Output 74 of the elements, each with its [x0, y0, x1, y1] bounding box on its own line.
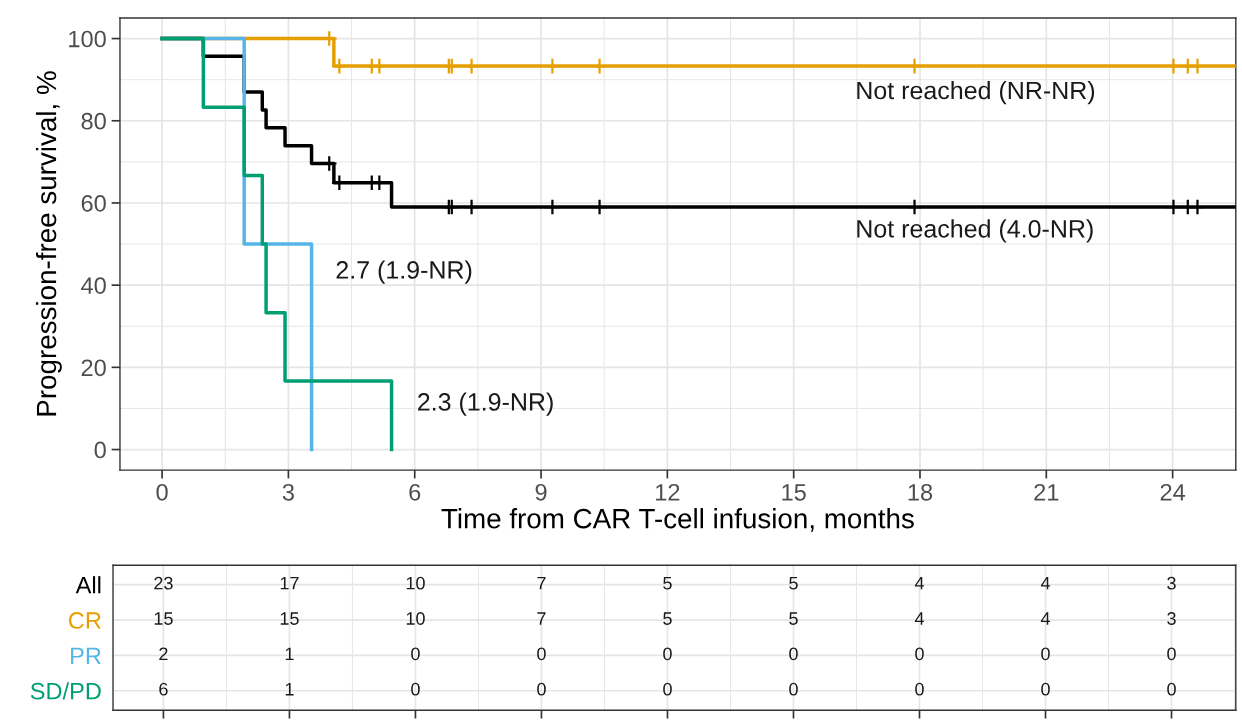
data-label: 0 — [663, 647, 672, 661]
y-axis-title: Progression-free survival, % — [35, 71, 62, 416]
annotation: Not reached (4.0-NR) — [857, 219, 1093, 243]
data-label: 5 — [663, 576, 672, 590]
data-label: 15 — [154, 612, 173, 625]
data-label: 4 — [914, 612, 924, 625]
x-axis-title: Time from CAR T-cell infusion, months — [441, 508, 914, 532]
x-tick-label: 12 — [656, 483, 680, 501]
data-label: 0 — [1041, 647, 1050, 661]
y-tick-label: 20 — [81, 359, 106, 377]
data-label: 0 — [915, 647, 924, 661]
data-label: 0 — [663, 682, 672, 696]
data-label: 0 — [1167, 682, 1176, 696]
data-label: 4 — [1040, 612, 1050, 625]
x-tick-label: 18 — [908, 483, 933, 501]
data-label: 3 — [1167, 576, 1176, 590]
x-tick-label: 21 — [1034, 483, 1059, 501]
data-label: 5 — [789, 576, 798, 590]
data-label: 23 — [154, 576, 173, 590]
data-label: 7 — [537, 576, 546, 590]
data-label: 6 — [159, 682, 168, 696]
point — [330, 57, 348, 75]
data-label: 0 — [537, 682, 546, 696]
data-label: 10 — [406, 612, 425, 625]
data-label: 0 — [915, 682, 924, 696]
point — [1165, 57, 1182, 75]
x-tick-label: 0 — [156, 483, 168, 501]
data-label: 0 — [411, 682, 420, 696]
data-label: 17 — [280, 576, 299, 590]
data-label: 0 — [789, 647, 798, 661]
x-tick-label: 6 — [409, 483, 421, 501]
point — [591, 198, 608, 216]
point — [544, 57, 561, 75]
data-label: 0 — [537, 647, 546, 661]
y-tick-label: All — [75, 576, 101, 594]
data-label: 3 — [1167, 612, 1176, 625]
data-label: 0 — [1041, 682, 1050, 696]
point — [591, 57, 608, 75]
point — [463, 57, 480, 75]
data-label: 2 — [159, 647, 168, 661]
point — [544, 198, 561, 216]
data-label: 0 — [411, 647, 420, 661]
data-label: 10 — [406, 576, 425, 590]
x-tick-label: 15 — [782, 484, 806, 501]
point — [906, 198, 923, 216]
y-tick-label: 80 — [81, 112, 106, 130]
data-label: 15 — [280, 612, 299, 625]
point — [1165, 198, 1182, 216]
data-label: 1 — [285, 682, 294, 696]
y-tick-label: 60 — [81, 195, 106, 212]
y-tick-label: 40 — [81, 277, 106, 294]
point — [463, 198, 480, 216]
annotation: Not reached (NR-NR) — [857, 80, 1095, 105]
point — [1189, 198, 1206, 216]
y-tick-label: 100 — [69, 30, 106, 48]
y-tick-label: SD/PD — [30, 682, 101, 700]
point — [906, 57, 923, 75]
x-tick-label: 24 — [1160, 483, 1186, 501]
data-label: 1 — [285, 647, 294, 661]
data-label: 4 — [914, 576, 924, 590]
point — [1189, 57, 1206, 75]
data-label: 0 — [789, 682, 798, 696]
data-label: 7 — [537, 612, 546, 625]
data-label: 4 — [1040, 576, 1050, 590]
y-tick-label: 0 — [94, 441, 106, 459]
annotation: 2.7 (1.9-NR) — [336, 260, 472, 284]
y-tick-label: PR — [71, 647, 101, 664]
y-tick-label: CR — [69, 612, 101, 629]
x-tick-label: 9 — [535, 483, 547, 501]
data-label: 5 — [663, 612, 672, 625]
annotation: 2.3 (1.9-NR) — [418, 392, 553, 416]
x-tick-label: 3 — [282, 483, 294, 501]
data-label: 5 — [789, 612, 798, 625]
data-label: 0 — [1167, 647, 1176, 661]
